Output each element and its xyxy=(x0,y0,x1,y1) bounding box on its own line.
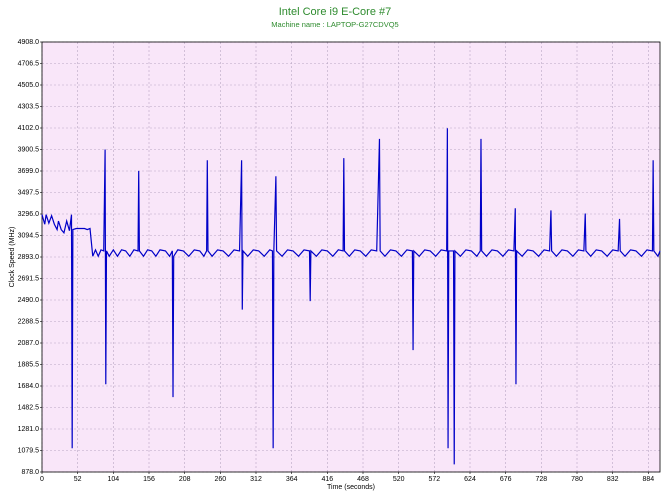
x-tick-label: 780 xyxy=(571,476,583,483)
x-axis-label: Time (seconds) xyxy=(327,484,375,491)
x-tick-label: 312 xyxy=(250,476,262,483)
x-tick-label: 104 xyxy=(107,476,119,483)
x-tick-label: 520 xyxy=(393,476,405,483)
y-tick-label: 2490.0 xyxy=(18,297,40,304)
x-tick-label: 364 xyxy=(286,476,298,483)
y-tick-label: 4303.5 xyxy=(18,103,40,110)
y-tick-label: 4706.5 xyxy=(18,60,40,67)
y-tick-label: 1482.5 xyxy=(18,404,40,411)
x-tick-label: 832 xyxy=(607,476,619,483)
x-tick-label: 728 xyxy=(535,476,547,483)
plot-border xyxy=(41,41,661,473)
x-tick-label: 0 xyxy=(40,476,44,483)
y-tick-label: 3497.5 xyxy=(18,189,40,196)
y-tick-label: 3699.0 xyxy=(18,168,40,175)
chart-title: Intel Core i9 E-Core #7 xyxy=(279,6,392,18)
x-tick-label: 52 xyxy=(74,476,82,483)
data-line xyxy=(41,128,661,465)
x-tick-label: 208 xyxy=(179,476,191,483)
y-tick-label: 2691.5 xyxy=(18,275,40,282)
y-tick-label: 3296.0 xyxy=(18,211,40,218)
y-tick-label: 2087.0 xyxy=(18,340,40,347)
x-tick-label: 676 xyxy=(500,476,512,483)
y-tick-label: 2893.0 xyxy=(18,254,40,261)
y-tick-label: 1885.5 xyxy=(18,361,40,368)
y-tick-label: 4908.0 xyxy=(18,39,40,46)
y-tick-label: 4102.0 xyxy=(18,125,40,132)
y-tick-label: 3094.5 xyxy=(18,232,40,239)
x-tick-label: 156 xyxy=(143,476,155,483)
y-tick-label: 1684.0 xyxy=(18,383,40,390)
x-tick-label: 572 xyxy=(428,476,440,483)
y-tick-label: 1079.5 xyxy=(18,447,40,454)
x-tick-label: 884 xyxy=(642,476,654,483)
x-tick-label: 260 xyxy=(214,476,226,483)
y-tick-label: 878.0 xyxy=(21,469,39,476)
y-tick-label: 3900.5 xyxy=(18,146,40,153)
y-tick-label: 4505.0 xyxy=(18,82,40,89)
y-axis-label: Clock Speed (MHz) xyxy=(9,227,16,288)
x-tick-label: 416 xyxy=(321,476,333,483)
y-tick-label: 2288.5 xyxy=(18,318,40,325)
x-tick-label: 468 xyxy=(357,476,369,483)
chart-subtitle: Machine name : LAPTOP-G27CDVQ5 xyxy=(271,20,398,29)
x-tick-label: 624 xyxy=(464,476,476,483)
y-tick-label: 1281.0 xyxy=(18,426,40,433)
